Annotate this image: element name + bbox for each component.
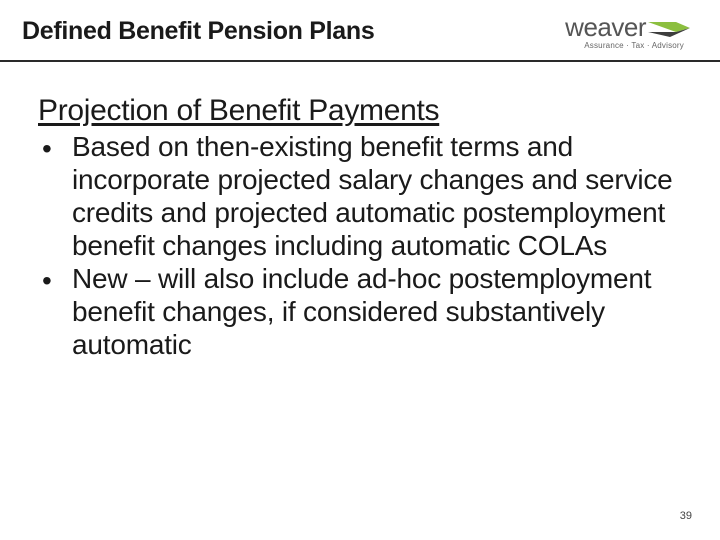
logo: weaver Assurance · Tax · Advisory (565, 12, 690, 50)
bullet-marker: • (42, 130, 72, 165)
bullet-text: Based on then-existing benefit terms and… (72, 130, 680, 262)
section-title: Projection of Benefit Payments (38, 94, 680, 128)
bullet-list: • Based on then-existing benefit terms a… (38, 130, 680, 361)
list-item: • Based on then-existing benefit terms a… (42, 130, 680, 262)
bullet-marker: • (42, 262, 72, 297)
logo-top-row: weaver (565, 12, 690, 43)
slide-root: Defined Benefit Pension Plans weaver Ass… (0, 0, 720, 540)
page-number: 39 (680, 510, 692, 522)
slide-header: Defined Benefit Pension Plans weaver Ass… (0, 0, 720, 62)
list-item: • New – will also include ad-hoc postemp… (42, 262, 680, 361)
slide-content: Projection of Benefit Payments • Based o… (0, 62, 720, 361)
logo-tagline: Assurance · Tax · Advisory (584, 41, 684, 50)
header-title: Defined Benefit Pension Plans (22, 17, 374, 46)
logo-text: weaver (565, 12, 646, 43)
arrow-icon (648, 17, 690, 39)
bullet-text: New – will also include ad-hoc postemplo… (72, 262, 680, 361)
